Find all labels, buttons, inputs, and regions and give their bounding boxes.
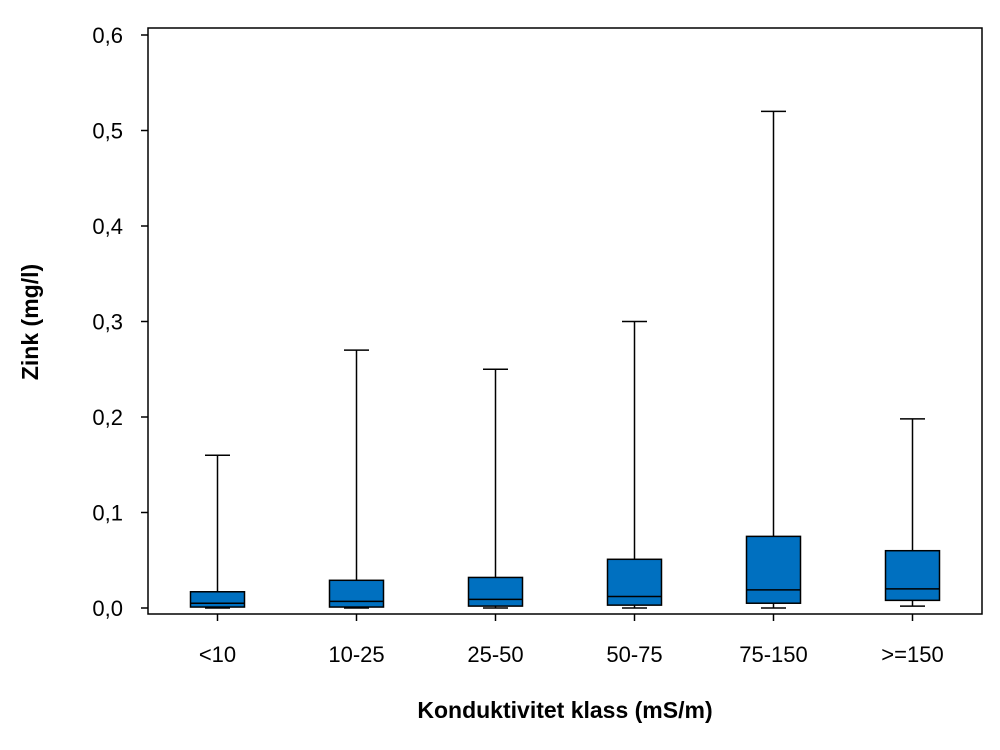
box-iqr	[745, 535, 802, 604]
y-tick-label: 0,0	[92, 596, 123, 621]
plot-frame	[147, 27, 983, 615]
box-iqr	[606, 558, 663, 606]
x-axis-ticks: <10 10-25 25-50 50-75 75-150 >=150	[199, 614, 944, 667]
box-iqr	[884, 549, 941, 602]
x-tick-label: 10-25	[328, 642, 384, 667]
x-tick-label: >=150	[881, 642, 943, 667]
box-iqr	[467, 576, 524, 607]
y-tick-label: 0,2	[92, 405, 123, 430]
x-tick-label: <10	[199, 642, 236, 667]
y-tick-label: 0,5	[92, 119, 123, 144]
y-axis-ticks: 0,0 0,1 0,2 0,3 0,4 0,5 0,6	[92, 23, 148, 621]
box-3	[467, 368, 524, 609]
box-iqr	[328, 579, 385, 608]
x-tick-label: 25-50	[467, 642, 523, 667]
y-tick-label: 0,6	[92, 23, 123, 48]
box-4	[606, 320, 663, 609]
box-2	[328, 349, 385, 609]
plot-area	[147, 27, 983, 615]
y-tick-label: 0,4	[92, 214, 123, 239]
x-axis-title: Konduktivitet klass (mS/m)	[417, 697, 712, 723]
box-series	[189, 110, 941, 609]
y-axis-title: Zink (mg/l)	[17, 264, 43, 380]
box-5	[745, 110, 802, 609]
x-tick-label: 75-150	[739, 642, 808, 667]
x-tick-label: 50-75	[606, 642, 662, 667]
y-tick-label: 0,1	[92, 501, 123, 526]
box-1	[189, 454, 246, 609]
box-6	[884, 418, 941, 607]
box-iqr	[189, 591, 246, 608]
y-tick-label: 0,3	[92, 310, 123, 335]
